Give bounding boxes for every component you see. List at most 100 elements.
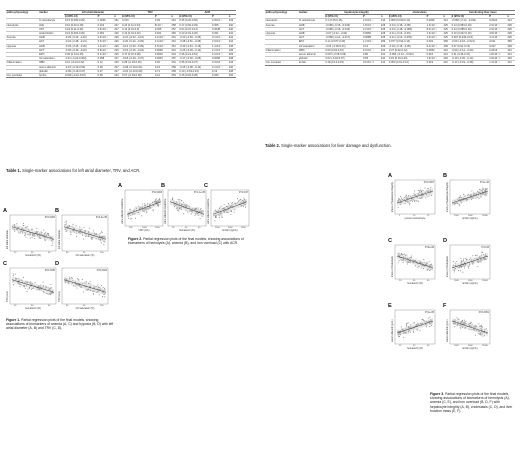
data-point bbox=[227, 203, 229, 205]
table-cell: 2.2×10⁻⁶ bbox=[211, 52, 229, 57]
data-point bbox=[26, 227, 28, 229]
table-subheader-cell: β (95% CI) bbox=[324, 14, 363, 19]
x-tick-label: 3000 bbox=[228, 226, 233, 229]
table-cell: 244 bbox=[170, 52, 179, 57]
data-point bbox=[202, 209, 204, 212]
table-cell: 245 bbox=[228, 47, 236, 53]
data-point bbox=[79, 229, 81, 231]
data-point bbox=[403, 337, 405, 339]
data-point bbox=[100, 239, 102, 241]
data-point bbox=[93, 293, 95, 295]
panel-label: D bbox=[443, 238, 448, 244]
data-point bbox=[224, 207, 226, 209]
data-point bbox=[223, 211, 225, 213]
data-point bbox=[146, 210, 148, 212]
x-axis-label: hematocrit (%) bbox=[179, 229, 195, 232]
data-point bbox=[28, 281, 30, 283]
table-subheader-cell: n bbox=[170, 14, 179, 19]
data-point bbox=[65, 223, 67, 225]
data-point bbox=[481, 324, 483, 326]
data-point bbox=[175, 205, 177, 207]
table-row: Hypoxia HGB -0.07 (-0.12- -0.02) 0.0056 425-… bbox=[265, 30, 515, 36]
x-tick-label: 100 bbox=[100, 251, 104, 254]
data-point bbox=[186, 205, 188, 207]
data-point bbox=[65, 281, 67, 284]
table-cell: 3.8×10⁻⁴ bbox=[488, 30, 507, 36]
data-point bbox=[397, 200, 399, 202]
table-row: total bilirubin 0.10 (0.003-0.20) 0.051 230… bbox=[6, 30, 236, 36]
data-point bbox=[466, 200, 468, 202]
data-point bbox=[422, 319, 424, 321]
data-point bbox=[194, 214, 196, 216]
data-point bbox=[427, 195, 429, 197]
data-point bbox=[227, 209, 229, 211]
data-point bbox=[64, 224, 66, 226]
data-point bbox=[190, 213, 192, 215]
scatter-plot bbox=[449, 244, 491, 280]
data-point bbox=[153, 200, 155, 202]
table-cell: 6.2×10⁻⁵ bbox=[425, 43, 443, 49]
table-row: Inflammation WBC 0.10 (-0.03-0.22) 0.12 229 0… bbox=[6, 60, 236, 66]
data-point bbox=[406, 258, 408, 260]
table-cell: globulin bbox=[38, 68, 65, 74]
data-point bbox=[193, 208, 195, 210]
data-point bbox=[428, 261, 430, 263]
panel-label: B bbox=[55, 208, 60, 214]
data-point bbox=[479, 191, 481, 193]
data-point bbox=[79, 232, 81, 234]
table-cell: -0.10 (-0.15- -0.05) bbox=[388, 43, 426, 49]
table-cell: -0.11 (-0.16- -0.06) bbox=[388, 30, 426, 36]
data-point bbox=[91, 237, 93, 239]
data-point bbox=[131, 213, 133, 215]
data-point bbox=[72, 279, 74, 281]
data-point bbox=[475, 197, 477, 199]
data-point bbox=[479, 325, 481, 327]
data-point bbox=[421, 322, 423, 324]
data-point bbox=[93, 285, 95, 287]
table-cell: 0.03 bbox=[154, 18, 171, 24]
table-cell: 0.017 bbox=[488, 43, 507, 49]
table-cell bbox=[6, 56, 39, 61]
table-header-cell: left atrial diameter bbox=[64, 9, 122, 15]
data-point bbox=[49, 237, 52, 239]
table-cell: serum albumin bbox=[298, 52, 325, 57]
data-point bbox=[481, 326, 483, 328]
data-point bbox=[478, 256, 480, 258]
data-point bbox=[429, 189, 431, 191]
table-cell: 260 bbox=[170, 30, 179, 36]
table-subheader-cell: β (95% CI) bbox=[450, 14, 489, 19]
table-cell: 258 bbox=[170, 22, 179, 28]
data-point bbox=[429, 316, 431, 318]
data-point bbox=[423, 195, 425, 197]
data-point bbox=[482, 193, 484, 196]
x-tick-label: 100 bbox=[100, 304, 104, 307]
data-point bbox=[418, 191, 420, 193]
data-point bbox=[104, 235, 106, 237]
table-cell: 0.097 (0.043-0.15) bbox=[450, 35, 489, 40]
data-point bbox=[413, 259, 415, 262]
table-cell: 0.23 (0.11-0.34) bbox=[121, 22, 155, 28]
data-point bbox=[42, 284, 44, 286]
data-point bbox=[463, 194, 465, 196]
table-cell: 0.15 (0.02-0.28) bbox=[178, 73, 212, 79]
table-cell: 0.0015 bbox=[154, 56, 171, 61]
table-cell: 425 bbox=[380, 35, 389, 40]
p-value-label: P=3e-06 bbox=[424, 246, 434, 249]
table-cell: 0.07 (-0.04-0.18) bbox=[121, 73, 155, 79]
plot-frame bbox=[449, 179, 491, 215]
data-point bbox=[151, 202, 153, 204]
table-cell: 2.1×10⁻⁴ bbox=[211, 64, 229, 70]
data-point bbox=[401, 259, 403, 261]
table-cell: -0.13 (-0.18- -0.08) bbox=[388, 22, 426, 28]
table-cell: 0.35 (0.20-0.50) bbox=[178, 18, 212, 24]
data-point bbox=[49, 287, 51, 290]
data-point bbox=[85, 234, 87, 236]
table-cell: 409 bbox=[442, 43, 451, 49]
data-point bbox=[416, 197, 418, 199]
data-point bbox=[412, 198, 414, 200]
data-point bbox=[27, 233, 29, 235]
data-point bbox=[422, 267, 424, 270]
table-cell: -0.17 (-0.30- -0.05) bbox=[178, 56, 212, 61]
table-cell: Hemolysis bbox=[6, 22, 39, 28]
data-point bbox=[476, 257, 478, 259]
